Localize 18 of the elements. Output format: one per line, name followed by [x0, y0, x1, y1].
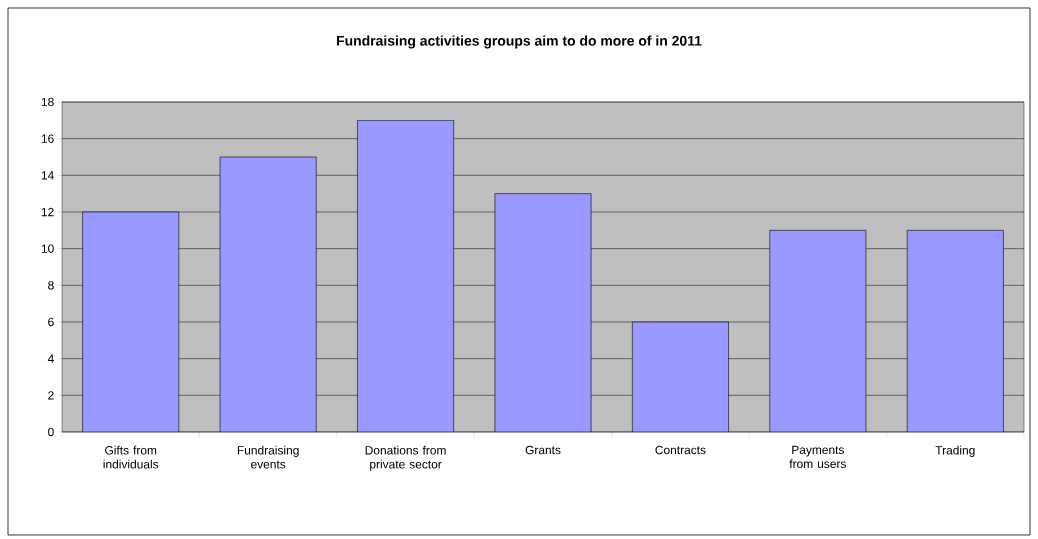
- y-tick-label: 10: [41, 244, 54, 253]
- y-tick-label: 8: [48, 281, 54, 290]
- y-tick-label: 2: [48, 391, 54, 400]
- x-tick-label: Trading: [935, 445, 975, 457]
- x-tick-label: Gifts from individuals: [103, 445, 159, 469]
- x-tick-label: Contracts: [655, 445, 706, 455]
- x-tick-label: Donations from private sector: [365, 445, 446, 471]
- y-tick-label: 12: [41, 207, 54, 217]
- x-tick-label: Payments from users: [789, 445, 846, 469]
- y-tick-label: 16: [41, 134, 54, 143]
- y-tick-label: 4: [47, 354, 54, 363]
- chart-title: Fundraising activities groups aim to do more of in 2011: [337, 35, 702, 49]
- x-tick-label: Grants: [525, 445, 561, 455]
- y-tick-label: 18: [41, 97, 54, 107]
- y-tick-label: 0: [48, 427, 54, 437]
- x-tick-label: Fundraising events: [237, 445, 299, 469]
- y-tick-label: 6: [48, 317, 54, 327]
- y-tick-label: 14: [41, 171, 54, 180]
